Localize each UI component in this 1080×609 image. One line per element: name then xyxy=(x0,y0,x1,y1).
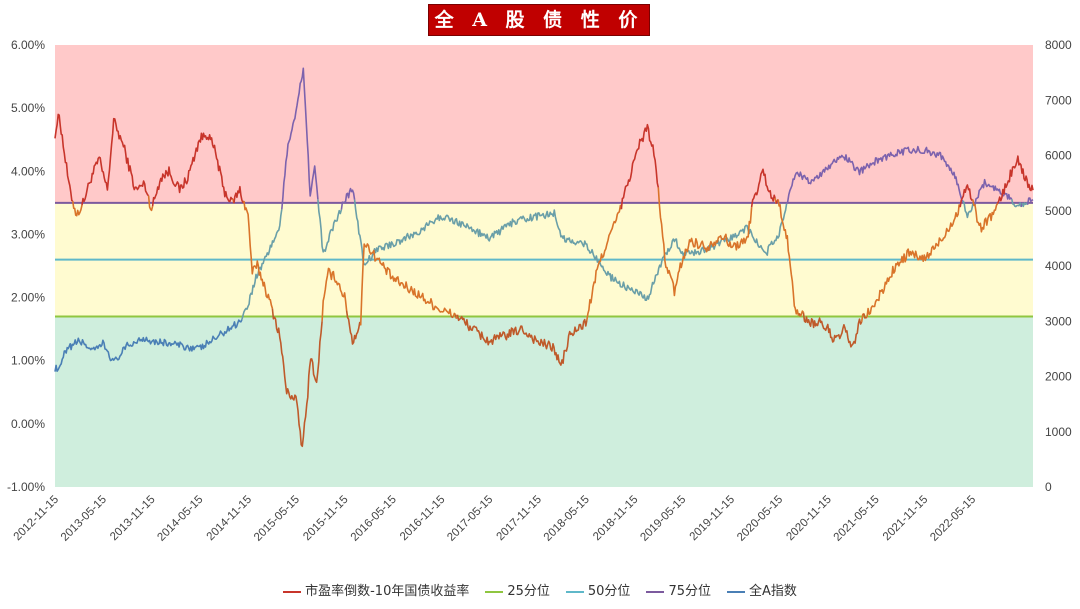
series-line xyxy=(974,178,1013,206)
legend-swatch xyxy=(485,590,504,593)
chart-title: 全 A 股 债 性 价 比 xyxy=(428,4,650,61)
legend-label: 75分位 xyxy=(668,584,711,599)
series-line xyxy=(972,199,999,233)
legend-item: 市盈率倒数-10年国债收益率 xyxy=(283,580,469,599)
legend-swatch xyxy=(726,590,745,593)
background-band xyxy=(55,45,1033,203)
x-tick-label: 2017-05-15 xyxy=(445,494,495,544)
y-left-tick-label: 6.00% xyxy=(11,38,45,52)
series-line xyxy=(54,319,243,372)
chart-canvas: 6.00% 5.00% 4.00% 3.00% 2.00% 1.00% 0.00% -1.00… xyxy=(7,38,1072,544)
series-line xyxy=(863,313,868,319)
x-tick-label: 2014-11-15 xyxy=(205,494,254,543)
y-right-tick-label: 2000 xyxy=(1045,370,1072,384)
series-line xyxy=(657,187,753,297)
x-tick-label: 2013-05-15 xyxy=(59,494,109,544)
series-line xyxy=(317,199,343,253)
y-right-tick-label: 5000 xyxy=(1045,204,1072,218)
y-left-tick-label: -1.00% xyxy=(7,480,45,494)
y-right-tick-label: 0 xyxy=(1045,480,1052,494)
series-line xyxy=(340,187,356,210)
series-line xyxy=(456,314,588,366)
series-line xyxy=(866,204,961,318)
x-tick-label: 2020-05-15 xyxy=(735,494,785,544)
x-tick-label: 2015-11-15 xyxy=(301,494,350,543)
x-tick-label: 2019-11-15 xyxy=(688,494,737,543)
legend-label: 市盈率倒数-10年国债收益率 xyxy=(305,584,470,599)
y-right-tick-label: 3000 xyxy=(1045,314,1072,328)
y-right-tick-label: 6000 xyxy=(1045,149,1072,163)
x-tick-label: 2013-11-15 xyxy=(108,494,157,543)
legend-item: 25分位 xyxy=(485,580,550,599)
series-line xyxy=(345,310,362,345)
series-line xyxy=(802,312,863,348)
series-line xyxy=(281,67,319,210)
series-line xyxy=(450,315,454,319)
legend-swatch xyxy=(283,590,302,593)
series-line xyxy=(586,204,623,321)
series-line xyxy=(147,195,154,212)
series-line xyxy=(1021,202,1029,208)
series-line xyxy=(750,168,776,208)
series-line xyxy=(233,185,245,204)
y-left-tick-label: 0.00% xyxy=(11,417,45,431)
series-line xyxy=(620,123,660,210)
x-tick-label: 2016-11-15 xyxy=(398,494,447,543)
series-line xyxy=(785,145,964,205)
series-line xyxy=(353,199,788,301)
series-line xyxy=(271,308,323,448)
series-line xyxy=(151,132,233,207)
y-right-tick-label: 1000 xyxy=(1045,425,1072,439)
legend-label: 50分位 xyxy=(587,584,631,599)
series-line xyxy=(241,209,283,320)
series-line xyxy=(959,184,974,208)
x-tick-label: 2021-05-15 xyxy=(832,494,882,544)
legend-item: 75分位 xyxy=(646,580,711,599)
legend-swatch xyxy=(646,590,665,593)
series-line xyxy=(81,117,150,206)
y-left-tick-label: 5.00% xyxy=(11,101,45,115)
x-tick-label: 2019-05-15 xyxy=(638,494,688,544)
legend-item: 50分位 xyxy=(565,580,631,599)
series-line xyxy=(799,310,805,317)
series-line xyxy=(54,113,74,202)
y-right-tick-label: 8000 xyxy=(1045,38,1072,52)
series-line xyxy=(359,243,452,326)
y-left-tick-label: 1.00% xyxy=(11,354,45,368)
legend-item: 全A指数 xyxy=(726,580,797,599)
series-line xyxy=(1011,198,1022,208)
y-left-tick-label: 3.00% xyxy=(11,227,45,241)
x-tick-label: 2021-11-15 xyxy=(881,494,930,543)
y-right-tick-label: 7000 xyxy=(1045,93,1072,107)
series-line xyxy=(777,199,800,316)
x-tick-label: 2018-11-15 xyxy=(591,494,640,543)
legend: 市盈率倒数-10年国债收益率 25分位 50分位 75分位 全A指数 xyxy=(0,580,1080,599)
x-tick-label: 2018-05-15 xyxy=(542,494,592,544)
series-line xyxy=(72,201,83,217)
x-tick-label: 2014-05-15 xyxy=(155,494,205,544)
series-line xyxy=(996,155,1034,204)
series-line xyxy=(243,200,274,309)
x-tick-label: 2015-05-15 xyxy=(252,494,302,544)
x-tick-label: 2017-11-15 xyxy=(495,494,544,543)
y-left-tick-label: 4.00% xyxy=(11,164,45,178)
y-left-tick-label: 2.00% xyxy=(11,291,45,305)
series-line xyxy=(1026,197,1034,205)
y-right-tick-label: 4000 xyxy=(1045,259,1072,273)
series-line xyxy=(452,312,456,318)
x-tick-label: 2020-11-15 xyxy=(784,494,833,543)
legend-label: 全A指数 xyxy=(748,584,797,599)
x-tick-label: 2016-05-15 xyxy=(349,494,399,544)
x-tick-label: 2022-05-15 xyxy=(928,494,978,544)
series-line xyxy=(321,267,348,322)
x-tick-label: 2012-11-15 xyxy=(12,494,61,543)
legend-swatch xyxy=(565,590,584,593)
legend-label: 25分位 xyxy=(507,584,550,599)
